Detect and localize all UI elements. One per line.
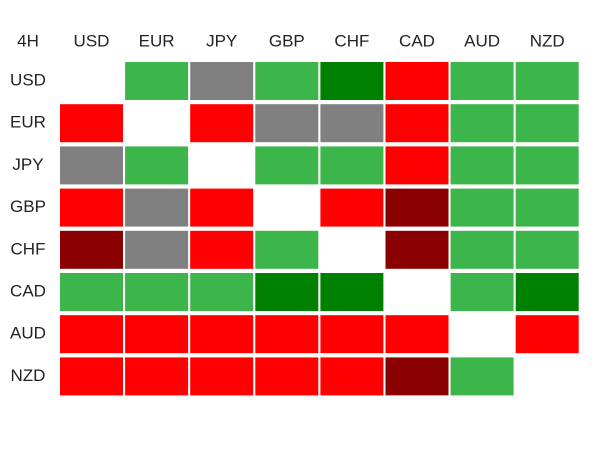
cell — [125, 357, 189, 396]
cell — [320, 104, 384, 143]
cell — [385, 104, 449, 143]
row-header: CAD — [10, 281, 46, 300]
cell — [255, 357, 319, 396]
cell — [60, 357, 123, 396]
cell — [320, 315, 384, 354]
column-header: AUD — [464, 31, 500, 50]
row-header: USD — [10, 70, 46, 89]
column-header: CAD — [399, 31, 435, 50]
cell — [125, 146, 189, 185]
cell — [60, 188, 123, 227]
cell — [190, 357, 254, 396]
cell — [385, 146, 449, 185]
cell — [385, 230, 449, 269]
cell — [515, 146, 579, 185]
cell — [190, 273, 254, 311]
cell — [255, 315, 319, 354]
column-header: NZD — [530, 31, 565, 50]
cell — [125, 230, 189, 269]
cell — [320, 357, 384, 396]
cell — [515, 62, 579, 100]
cell — [450, 188, 514, 227]
cell — [190, 188, 254, 227]
cell — [515, 104, 579, 143]
row-header: NZD — [11, 366, 46, 385]
cell — [450, 273, 514, 311]
corner-label: 4H — [17, 31, 39, 50]
cell — [190, 315, 254, 354]
row-header: AUD — [10, 324, 46, 343]
row-header: EUR — [10, 113, 46, 132]
cell — [385, 315, 449, 354]
cell — [190, 62, 254, 100]
column-header: EUR — [139, 31, 175, 50]
cell — [515, 230, 579, 269]
cell — [450, 62, 514, 100]
row-header: GBP — [10, 197, 46, 216]
row-header: JPY — [12, 155, 43, 174]
column-header: JPY — [206, 31, 237, 50]
cell — [190, 104, 254, 143]
cell — [385, 357, 449, 396]
cell — [450, 230, 514, 269]
cell — [125, 315, 189, 354]
cell — [60, 315, 123, 354]
cell — [385, 62, 449, 100]
cell — [515, 273, 579, 311]
cell — [255, 230, 319, 269]
cell — [125, 188, 189, 227]
cell — [450, 146, 514, 185]
cell — [125, 273, 189, 311]
column-header: GBP — [269, 31, 305, 50]
cell — [385, 188, 449, 227]
cell — [515, 188, 579, 227]
cell — [255, 273, 319, 311]
cell — [190, 230, 254, 269]
cell — [60, 230, 123, 269]
cell — [60, 104, 123, 143]
row-header: CHF — [11, 239, 46, 258]
cell — [255, 62, 319, 100]
cell — [320, 273, 384, 311]
cell — [125, 62, 189, 100]
column-header: CHF — [334, 31, 369, 50]
cell — [60, 146, 123, 185]
cell — [320, 188, 384, 227]
cell — [255, 146, 319, 185]
cell — [60, 273, 123, 311]
column-header: USD — [74, 31, 110, 50]
cell — [450, 104, 514, 143]
cell — [515, 315, 579, 354]
cell — [255, 104, 319, 143]
cell — [320, 146, 384, 185]
cell — [320, 62, 384, 100]
cell — [450, 357, 514, 396]
